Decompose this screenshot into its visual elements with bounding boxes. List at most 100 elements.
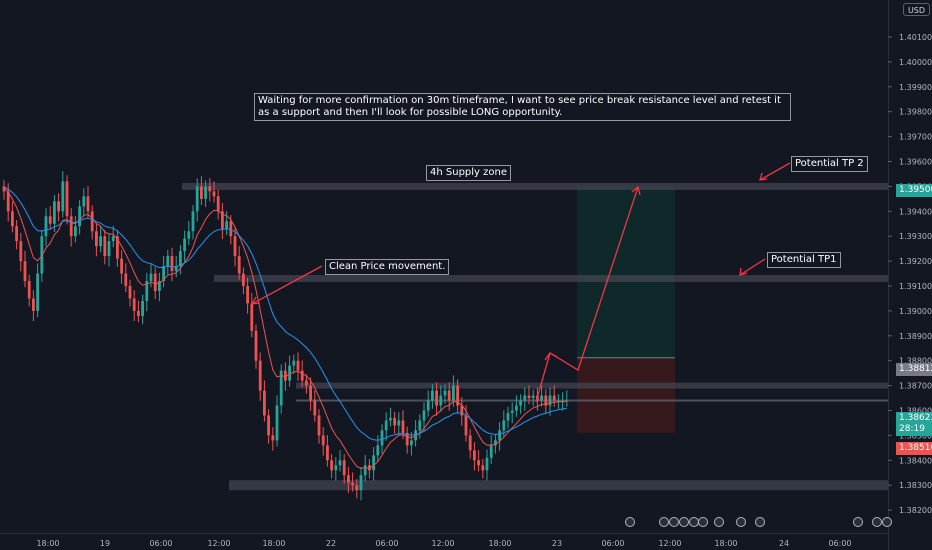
candle-body: [363, 465, 367, 476]
price-tick-label: 1.39800: [899, 108, 932, 117]
candle-body: [330, 460, 333, 471]
time-tick-label: 19: [100, 539, 110, 548]
event-marker-icon[interactable]: [698, 517, 708, 527]
price-tick-label: 1.38900: [899, 332, 932, 341]
event-marker-icon[interactable]: [853, 517, 863, 527]
candle-body: [531, 395, 535, 399]
candle-body: [401, 420, 405, 433]
event-marker-icon[interactable]: [625, 517, 635, 527]
candle-body: [355, 485, 359, 491]
candle-body: [309, 385, 312, 401]
candle-body: [212, 191, 216, 197]
event-marker-icon[interactable]: [679, 517, 689, 527]
candle-body: [195, 186, 199, 212]
candle-body: [498, 430, 501, 441]
ema-layer: [3, 186, 567, 469]
candle-body: [65, 181, 69, 217]
event-marker-icon[interactable]: [882, 517, 892, 527]
event-marker-icon[interactable]: [872, 517, 882, 527]
candle-body: [515, 405, 518, 411]
event-marker-icon[interactable]: [755, 517, 765, 527]
candle-body: [464, 415, 468, 436]
price-tick-label: 1.38200: [899, 506, 932, 515]
candle-body: [435, 390, 438, 406]
candle-body: [86, 196, 90, 212]
time-tick-label: 06:00: [828, 539, 851, 548]
candle-body: [170, 256, 174, 272]
event-marker-icon[interactable]: [669, 517, 679, 527]
candle-body: [510, 410, 514, 413]
candle-body: [300, 370, 304, 381]
candle-body: [149, 273, 153, 282]
candle-body: [78, 206, 81, 227]
candle-body: [19, 241, 23, 262]
candle-body: [418, 420, 422, 431]
price-tick-label: 1.38400: [899, 456, 932, 465]
candle-body: [502, 420, 506, 431]
candle-body: [552, 395, 556, 401]
candle-body: [191, 211, 195, 232]
candle-body: [460, 405, 464, 416]
event-marker-icon[interactable]: [659, 517, 669, 527]
candle-body: [128, 286, 132, 299]
price-tick-label: 1.39300: [899, 232, 932, 241]
ema-fast-line: [3, 187, 567, 469]
projection-head-1: [544, 352, 558, 361]
time-tick-label: 12:00: [431, 539, 454, 548]
candle-body: [174, 266, 178, 272]
event-marker-icon[interactable]: [689, 517, 699, 527]
price-tick-label: 1.39100: [899, 282, 932, 291]
candle-body: [57, 201, 60, 212]
candle-body: [74, 226, 77, 237]
candle-body: [489, 445, 493, 458]
candle-body: [99, 236, 102, 247]
candle-body: [410, 440, 413, 446]
countdown-tag: 28:19: [896, 423, 932, 436]
candle-body: [2, 186, 6, 192]
arrow-tp1: [739, 258, 766, 276]
level-band: [182, 182, 888, 190]
time-tick-label: 24: [779, 539, 789, 548]
price-tick-label: 1.40100: [899, 33, 932, 42]
level-band: [229, 480, 888, 491]
candle-body: [6, 191, 10, 212]
candle-body: [141, 300, 144, 316]
time-tick-label: 18:00: [714, 539, 737, 548]
candle-body: [254, 330, 258, 361]
candle-body: [313, 400, 317, 416]
candle-body: [439, 395, 443, 406]
candle-body: [53, 201, 56, 224]
candle-body: [284, 370, 287, 381]
candle-body: [204, 186, 207, 199]
projection-path: [535, 186, 639, 403]
time-tick-label: 06:00: [149, 539, 172, 548]
event-marker-icon[interactable]: [736, 517, 746, 527]
price-axis-panel[interactable]: [888, 0, 932, 550]
currency-label[interactable]: USD: [903, 3, 930, 16]
candle-body: [263, 390, 266, 416]
candle-body: [338, 460, 342, 466]
event-marker-icon[interactable]: [714, 517, 724, 527]
candle-body: [405, 432, 409, 446]
candle-body: [15, 226, 18, 242]
levels-layer: [182, 182, 888, 491]
time-tick-label: 06:00: [601, 539, 624, 548]
candle-body: [103, 236, 107, 257]
price-tick-label: 1.40000: [899, 58, 932, 67]
candle-body: [48, 216, 52, 224]
candle-body: [544, 395, 548, 406]
price-tick-label: 1.39000: [899, 307, 932, 316]
level-band: [214, 275, 888, 283]
arrows-layer: [250, 162, 791, 403]
candle-body: [317, 415, 321, 436]
candle-body: [111, 236, 115, 242]
candle-body: [443, 390, 447, 396]
time-tick-label: 18:00: [262, 539, 285, 548]
candle-body: [431, 390, 434, 401]
price-tag-tp2: 1.39500: [896, 184, 932, 197]
candle-body: [250, 303, 254, 331]
price-tick-label: 1.38300: [899, 481, 932, 490]
candle-body: [393, 417, 396, 426]
candle-body: [523, 395, 527, 401]
